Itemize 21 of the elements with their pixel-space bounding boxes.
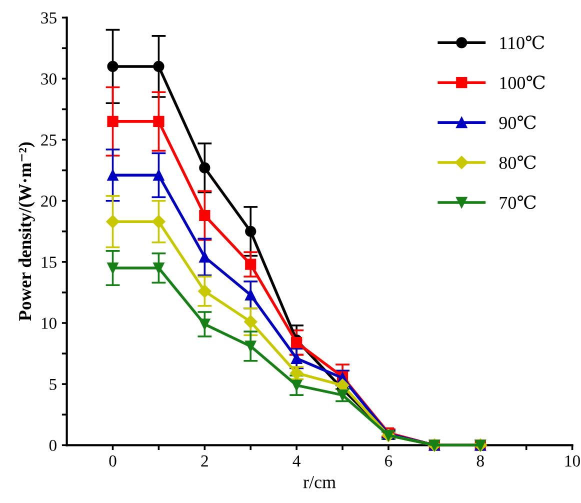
x-tick-label: 4 (292, 455, 300, 466)
x-axis-title: r/cm (303, 476, 336, 488)
x-tick-label: 10 (565, 455, 580, 467)
legend-label: 110℃ (500, 36, 544, 50)
y-tick-label: 0 (49, 440, 56, 452)
x-tick-label: 2 (201, 455, 208, 466)
y-tick-label: 35 (41, 12, 56, 24)
y-tick-label: 10 (42, 318, 56, 329)
y-tick-label: 25 (41, 134, 56, 146)
legend-label: 70℃ (500, 195, 536, 210)
y-tick-label: 30 (41, 73, 56, 85)
legend-label: 100℃ (500, 76, 545, 90)
legend-label: 80℃ (499, 155, 536, 170)
y-axis-title: Power density/(W·m⁻²) (18, 142, 35, 321)
y-tick-label: 5 (50, 378, 56, 390)
x-tick-label: 0 (109, 455, 116, 467)
x-tick-label: 8 (476, 455, 484, 467)
x-tick-label: 6 (385, 455, 392, 467)
legend-label: 90℃ (499, 115, 536, 130)
y-tick-label: 20 (41, 196, 56, 207)
y-tick-label: 15 (42, 256, 56, 268)
